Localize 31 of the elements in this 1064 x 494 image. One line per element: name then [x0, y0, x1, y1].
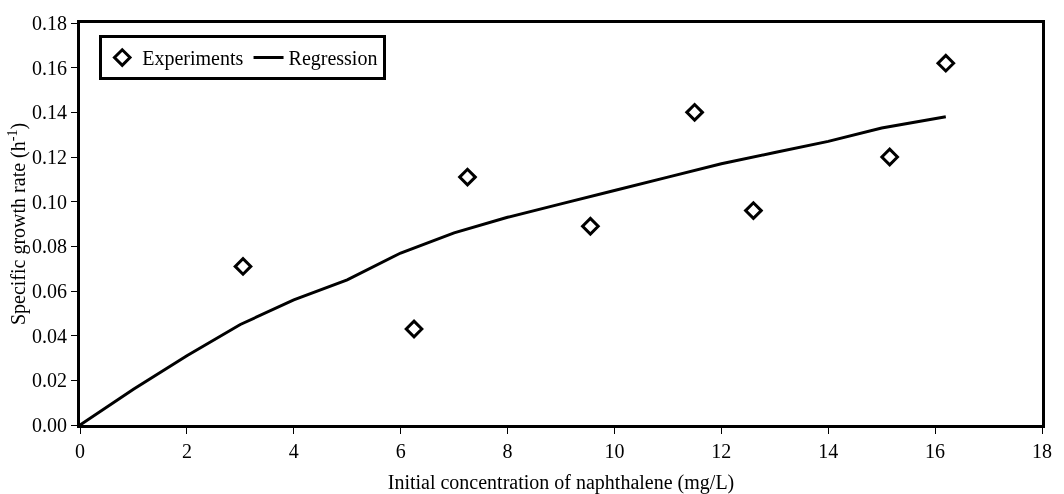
x-tick-label: 16: [925, 440, 946, 462]
point: [581, 216, 600, 236]
y-tick-label: 0.02: [32, 369, 67, 392]
x-tick-label: 0: [75, 440, 85, 462]
x-tick-label: 18: [1032, 440, 1052, 462]
x-tick-label: 14: [818, 440, 839, 462]
point: [685, 103, 704, 122]
point: [880, 147, 899, 167]
legend-label: Regression: [288, 47, 378, 71]
point: [404, 319, 424, 339]
y-tick-label: 0.08: [32, 235, 67, 258]
x-tick-label: 6: [395, 440, 406, 462]
y-tick-label: 0.14: [32, 101, 67, 124]
point: [458, 167, 477, 187]
y-tick-label: 0.04: [32, 324, 67, 347]
legend-label: Experiments: [142, 47, 244, 71]
x-axis-title: Initial concentration of naphthalene (mg/L): [387, 471, 735, 494]
y-tick-label: 0.00: [32, 414, 67, 436]
point: [233, 257, 253, 276]
x-tick-label: 8: [502, 440, 513, 462]
y-tick-label: 0.16: [32, 56, 67, 79]
y-tick-label: 0.12: [32, 146, 67, 168]
y-tick-label: 0.10: [32, 190, 67, 213]
point: [744, 201, 763, 220]
x-tick-label: 10: [604, 440, 625, 462]
x-tick-label: 12: [711, 440, 732, 462]
x-tick-label: 4: [288, 440, 299, 462]
y-tick-label: 0.06: [32, 280, 67, 302]
point: [936, 53, 956, 73]
y-tick-label: 0.18: [32, 12, 67, 34]
x-tick-label: 2: [181, 440, 192, 462]
